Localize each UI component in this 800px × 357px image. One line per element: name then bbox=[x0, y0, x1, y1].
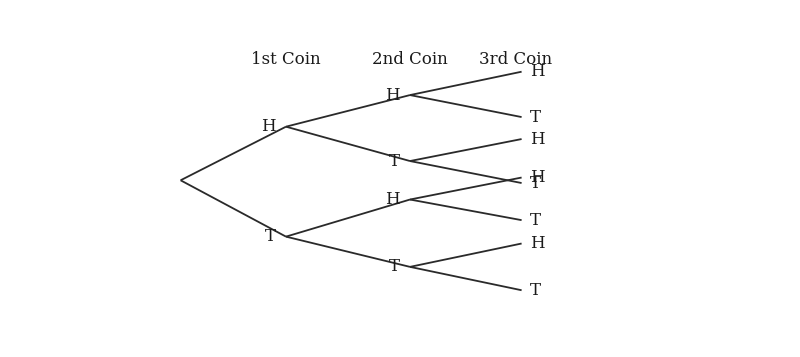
Text: T: T bbox=[389, 152, 400, 170]
Text: H: H bbox=[386, 191, 400, 208]
Text: T: T bbox=[389, 258, 400, 275]
Text: H: H bbox=[386, 86, 400, 104]
Text: H: H bbox=[530, 131, 544, 147]
Text: H: H bbox=[262, 118, 276, 135]
Text: H: H bbox=[530, 63, 544, 80]
Text: T: T bbox=[530, 175, 541, 192]
Text: T: T bbox=[530, 109, 541, 126]
Text: T: T bbox=[265, 228, 276, 245]
Text: 1st Coin: 1st Coin bbox=[251, 51, 321, 68]
Text: 3rd Coin: 3rd Coin bbox=[479, 51, 552, 68]
Text: 2nd Coin: 2nd Coin bbox=[372, 51, 448, 68]
Text: T: T bbox=[530, 282, 541, 299]
Text: T: T bbox=[530, 212, 541, 228]
Text: H: H bbox=[530, 169, 544, 186]
Text: H: H bbox=[530, 235, 544, 252]
